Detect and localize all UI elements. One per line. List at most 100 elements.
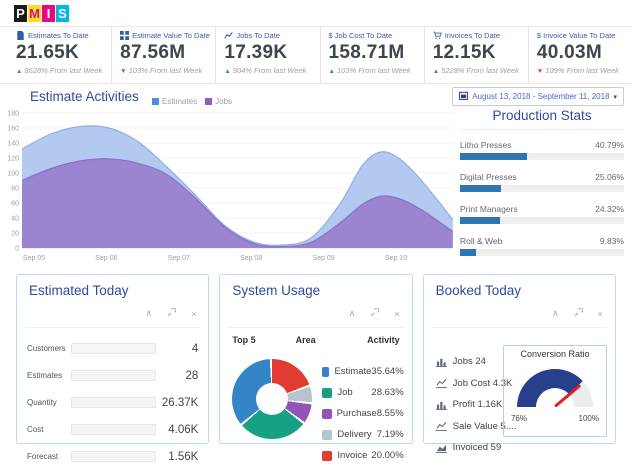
wrench-icon[interactable] (574, 307, 584, 319)
legend-item-estimates[interactable]: Estimates (152, 97, 197, 106)
app-header: P M I S (0, 0, 632, 27)
svg-text:120: 120 (7, 156, 19, 163)
legend-row[interactable]: Estimate 35.64% (322, 361, 404, 382)
divider (25, 327, 201, 328)
collapse-icon[interactable]: ∧ (145, 308, 153, 318)
gauge-title: Conversion Ratio (520, 349, 590, 359)
kpi-delta: ▲ 103% From last Week (329, 66, 420, 75)
legend-row[interactable]: Purchase 8.55% (322, 403, 404, 424)
svg-text:160: 160 (7, 126, 19, 133)
kpi-label: Jobs To Date (236, 31, 280, 40)
legend-swatch (152, 98, 159, 105)
collapse-icon[interactable]: ∧ (552, 308, 559, 318)
svg-text:140: 140 (7, 141, 19, 148)
legend-swatch (322, 408, 332, 419)
grid-icon (120, 31, 130, 40)
svg-text:180: 180 (7, 111, 19, 118)
progress-track (460, 153, 624, 160)
usage-legend: Estimate 35.64% Job 28.63% Purchase 8.55% D… (322, 361, 404, 466)
bar-row: Cost 4.06K (27, 416, 198, 443)
list-item: Job Cost 4.3K (435, 373, 517, 395)
kpi-delta-text: 8628% From last Week (24, 66, 103, 75)
collapse-icon[interactable]: ∧ (348, 308, 356, 318)
kpi-delta-text: 103% From last Week (128, 66, 203, 75)
kpi-invoice-value-to-date: $ Invoice Value To Date 40.03M ▼ 109% Fro… (527, 27, 632, 83)
usage-donut-chart (232, 359, 313, 439)
kpi-row: Estimates To Date 21.65K ▲ 8628% From las… (0, 27, 632, 84)
legend-item-jobs[interactable]: Jobs (205, 97, 232, 106)
main-section: Estimate Activities Estimates Jobs Augus… (0, 84, 632, 272)
legend-row[interactable]: Job 28.63% (322, 382, 404, 403)
line-chart-icon (435, 379, 447, 389)
card-controls: ∧ × (145, 307, 197, 319)
bottom-cards: Estimated Today ∧ × Customers 4 Estimates… (0, 272, 632, 463)
stat-label: Roll & Web (460, 236, 503, 246)
stat-row: Litho Presses 40.79% (460, 140, 624, 160)
legend-value: 7.19% (376, 429, 404, 440)
close-icon[interactable]: × (191, 308, 197, 319)
kpi-delta: ▼ 103% From last Week (120, 66, 211, 75)
svg-text:Sep 09: Sep 09 (313, 255, 335, 262)
kpi-delta-text: 5228% From last Week (441, 66, 519, 75)
kpi-delta-text: 109% From last Week (545, 66, 619, 75)
estimated-today-card: Estimated Today ∧ × Customers 4 Estimates… (16, 274, 210, 463)
panel-title: Production Stats (492, 108, 592, 123)
bar-track (71, 343, 157, 354)
line-chart-icon (435, 422, 447, 432)
legend-row[interactable]: Invoice 20.00% (322, 445, 404, 466)
legend-swatch (322, 450, 333, 461)
usage-table-header: Top 5 Area Activity (232, 335, 399, 345)
col-header-area: Area (295, 335, 316, 345)
wrench-icon[interactable] (167, 307, 177, 319)
bar-value: 1.56K (168, 450, 199, 463)
bar-track (71, 424, 157, 435)
legend-value: 35.64% (371, 366, 404, 377)
trend-up-icon: ▲ (224, 68, 231, 75)
close-icon[interactable]: × (597, 308, 603, 319)
close-icon[interactable]: × (394, 308, 400, 319)
kpi-delta: ▼ 109% From last Week (537, 66, 628, 75)
svg-text:60: 60 (11, 201, 19, 208)
trend-up-icon: ▲ (432, 68, 440, 75)
legend-label: Job (337, 387, 353, 398)
bar-label: Estimates (27, 371, 63, 380)
caret-down-icon: ▾ (613, 93, 617, 101)
progress-fill (460, 217, 500, 224)
bar-track (71, 370, 157, 381)
date-range-picker[interactable]: August 13, 2018 - September 11, 2018 ▾ (452, 87, 624, 106)
metric-text: Job Cost 4.3K (452, 377, 513, 389)
legend-label: Estimate (334, 366, 372, 377)
kpi-invoices-to-date: Invoices To Date 12.15K ▲ 5228% From last… (423, 27, 528, 83)
bar-row: Quantity 26.37K (27, 389, 198, 416)
bar-value: 26.37K (161, 396, 199, 409)
card-title: Booked Today (435, 283, 521, 298)
kpi-delta: ▲ 8628% From last Week (16, 66, 107, 75)
metric-text: Sale Value 5.... (452, 420, 517, 432)
col-header-activity: Activity (367, 335, 400, 345)
svg-text:80: 80 (11, 186, 19, 193)
file-icon (16, 31, 25, 40)
divider (228, 327, 404, 328)
bar-track (71, 397, 157, 408)
calendar-icon (459, 91, 469, 102)
stat-value: 25.06% (595, 172, 624, 182)
card-title: Estimated Today (29, 283, 129, 298)
kpi-delta: ▲ 5228% From last Week (433, 66, 524, 75)
progress-track (460, 185, 624, 192)
metric-text: Invoiced 59 (452, 442, 502, 454)
legend-row[interactable]: Delivery 7.19% (322, 424, 404, 445)
pmis-logo: P M I S (14, 4, 70, 22)
bar-chart-icon (435, 358, 447, 367)
kpi-value: 21.65K (16, 42, 80, 63)
stat-row: Digital Presses 25.06% (460, 172, 624, 192)
kpi-value: 87.56M (120, 42, 186, 63)
kpi-delta: ▲ 904% From last Week (224, 66, 315, 75)
legend-swatch (322, 366, 330, 377)
wrench-icon[interactable] (370, 307, 380, 319)
legend-swatch (205, 98, 213, 105)
bar-track (71, 451, 157, 462)
line-chart-icon (224, 31, 234, 40)
kpi-value: 158.71M (328, 42, 405, 63)
stat-row: Print Managers 24.32% (460, 204, 624, 224)
kpi-estimate-value-to-date: Estimate Value To Date 87.56M ▼ 103% From… (111, 27, 215, 83)
